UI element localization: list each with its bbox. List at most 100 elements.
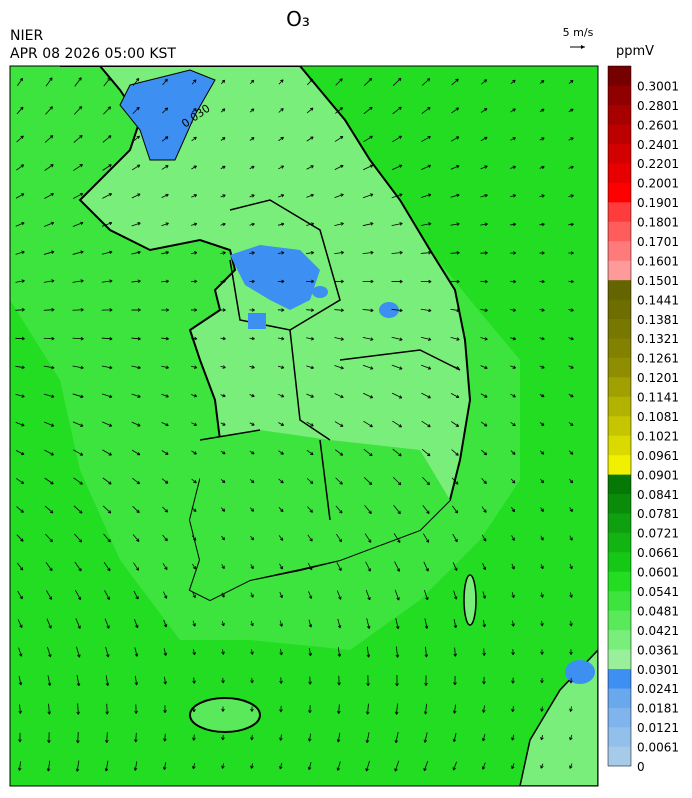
- wind-arrow: [306, 365, 314, 370]
- low-ozone-patch: [379, 302, 399, 318]
- wind-arrow: [453, 619, 458, 629]
- wind-arrow: [421, 364, 432, 370]
- wind-arrow: [131, 193, 141, 199]
- wind-arrow: [420, 279, 432, 284]
- colorbar-swatch: [608, 493, 631, 514]
- wind-arrow: [334, 136, 344, 142]
- wind-arrow: [132, 106, 140, 115]
- wind-arrow: [191, 478, 197, 484]
- colorbar-label: 0.1021: [637, 429, 679, 443]
- wind-arrow: [279, 648, 283, 656]
- wind-arrow: [279, 563, 283, 570]
- wind-arrow: [569, 563, 573, 570]
- wind-arrow: [161, 308, 169, 312]
- wind-arrow: [74, 561, 82, 572]
- wind-arrow: [133, 590, 139, 600]
- wind-arrow: [451, 505, 459, 514]
- wind-arrow: [43, 250, 55, 255]
- wind-arrow: [161, 136, 169, 142]
- wind-arrow: [511, 535, 515, 541]
- wind-arrow: [422, 533, 430, 543]
- wind-arrow: [279, 592, 283, 599]
- wind-arrow: [362, 308, 374, 313]
- wind-arrow: [306, 393, 314, 398]
- wind-arrow: [279, 620, 283, 627]
- wind-arrow: [421, 164, 432, 170]
- wind-arrow: [134, 732, 138, 743]
- colorbar-swatch: [608, 532, 631, 553]
- wind-arrow: [394, 561, 400, 572]
- wind-arrow: [191, 165, 197, 170]
- colorbar-label: 0.2801: [637, 99, 679, 113]
- wind-arrow: [306, 279, 315, 284]
- wind-arrow: [511, 734, 515, 741]
- wind-arrow: [15, 478, 25, 484]
- wind-arrow: [105, 675, 110, 686]
- wind-arrow: [539, 422, 545, 426]
- wind-arrow: [453, 676, 457, 686]
- wind-arrow: [306, 136, 314, 142]
- colorbar-swatch: [608, 377, 631, 397]
- wind-arrow: [44, 164, 54, 171]
- colorbar-label: 0.1381: [637, 313, 679, 327]
- wind-arrow: [539, 108, 545, 113]
- wind-arrow: [43, 393, 55, 398]
- island: [463, 574, 477, 626]
- wind-arrow: [391, 308, 403, 313]
- wind-arrow: [510, 79, 516, 85]
- wind-arrow: [392, 106, 402, 115]
- wind-arrow: [16, 506, 24, 513]
- wind-arrow: [43, 279, 55, 283]
- wind-arrow: [191, 136, 197, 142]
- wind-arrow: [423, 589, 429, 601]
- wind-arrow: [511, 620, 515, 627]
- wind-arrow: [43, 308, 55, 312]
- wind-arrow: [190, 279, 198, 284]
- wind-arrow: [132, 78, 140, 86]
- wind-arrow: [334, 279, 344, 284]
- wind-arrow: [191, 108, 197, 113]
- wind-arrow: [131, 308, 141, 312]
- wind-arrow: [192, 592, 196, 599]
- wind-arrow: [132, 477, 141, 485]
- wind-arrow: [366, 618, 371, 629]
- colorbar-swatch: [608, 202, 631, 222]
- wind-arrow: [221, 677, 225, 684]
- colorbar-swatch: [608, 104, 631, 125]
- wind-arrow: [131, 164, 141, 171]
- wind-arrow: [131, 365, 141, 370]
- wind-arrow: [191, 507, 197, 513]
- wind-arrow: [450, 136, 460, 142]
- colorbar-swatch: [608, 629, 631, 650]
- wind-arrow: [105, 732, 109, 743]
- wind-arrow: [453, 647, 457, 657]
- wind-arrow: [277, 222, 285, 227]
- wind-arrow: [540, 507, 544, 512]
- wind-arrow: [308, 676, 312, 685]
- wind-arrow: [250, 677, 254, 684]
- wind-arrow: [220, 507, 226, 512]
- wind-arrow: [18, 675, 23, 686]
- wind-arrow: [18, 704, 22, 714]
- wind-arrow: [47, 646, 52, 658]
- wind-arrow: [569, 535, 573, 541]
- wind-arrow: [306, 193, 314, 198]
- wind-arrow: [18, 732, 22, 743]
- wind-arrow: [421, 448, 431, 457]
- wind-arrow: [421, 420, 431, 428]
- wind-arrow: [162, 563, 168, 571]
- wind-arrow: [249, 450, 255, 455]
- wind-arrow: [481, 79, 488, 85]
- colorbar-label: 0.2001: [637, 177, 679, 191]
- wind-arrow: [362, 364, 374, 370]
- wind-arrow: [163, 733, 167, 742]
- wind-arrow: [221, 79, 226, 85]
- colorbar-swatch: [608, 649, 631, 670]
- wind-arrow: [568, 165, 574, 170]
- colorbar-swatch: [608, 474, 631, 495]
- colorbar-swatch: [608, 707, 631, 728]
- wind-arrow: [45, 77, 53, 87]
- wind-arrow: [452, 704, 457, 714]
- wind-arrow: [482, 591, 487, 599]
